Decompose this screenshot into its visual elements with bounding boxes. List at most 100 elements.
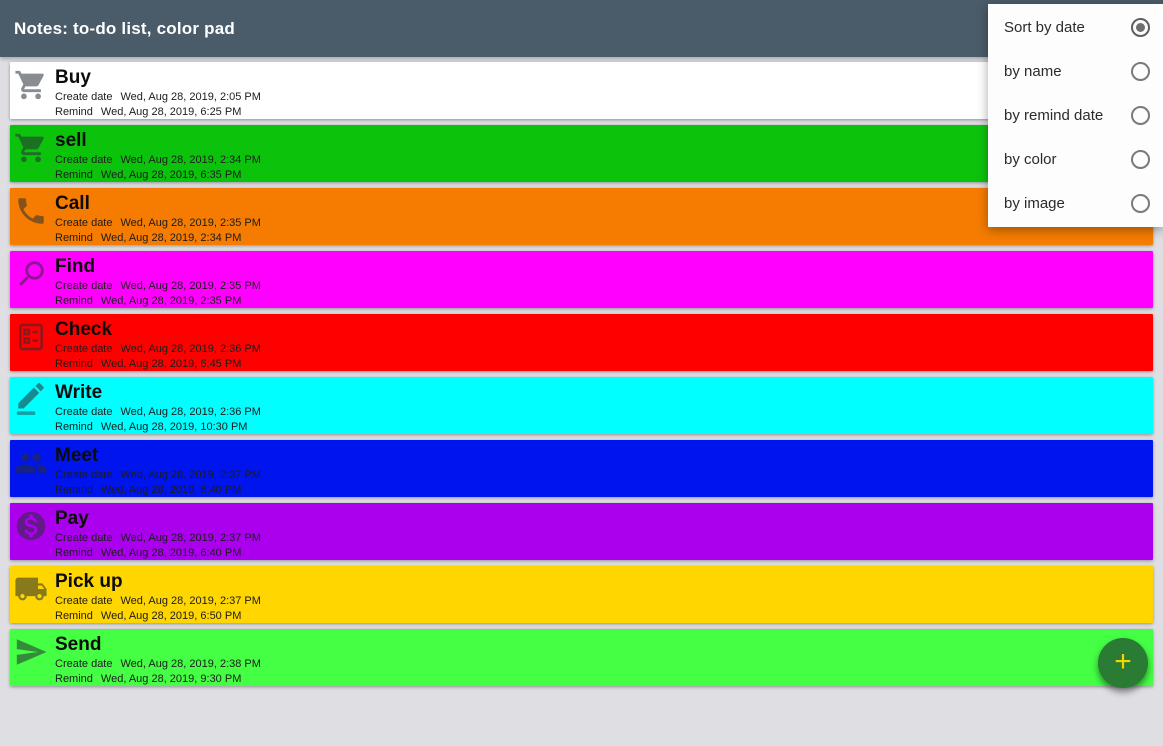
create-date-row: Create date Wed, Aug 28, 2019, 2:36 PM: [55, 406, 1153, 420]
note-card-write[interactable]: Write Create date Wed, Aug 28, 2019, 2:36…: [10, 377, 1153, 434]
menu-item-label: by name: [1004, 62, 1062, 80]
note-title: Check: [55, 319, 113, 340]
create-date-row: Create date Wed, Aug 28, 2019, 2:35 PM: [55, 217, 1153, 231]
create-date-value: Wed, Aug 28, 2019, 2:37 PM: [120, 595, 261, 607]
remind-value: Wed, Aug 28, 2019, 6:35 PM: [100, 168, 242, 181]
remind-label: Remind: [55, 357, 93, 370]
remind-value: Wed, Aug 28, 2019, 6:40 PM: [100, 546, 242, 559]
pencil-icon: [14, 383, 48, 419]
remind-value: Wed, Aug 28, 2019, 6:50 PM: [100, 609, 242, 622]
radio-by-name[interactable]: [1131, 61, 1150, 81]
create-date-label: Create date: [55, 469, 113, 481]
note-body: Send Create date Wed, Aug 28, 2019, 2:38 …: [55, 629, 1153, 686]
note-card-call[interactable]: Call Create date Wed, Aug 28, 2019, 2:35 …: [10, 188, 1153, 245]
create-date-value: Wed, Aug 28, 2019, 2:35 PM: [120, 280, 261, 292]
note-card-pickup[interactable]: Pick up Create date Wed, Aug 28, 2019, 2:…: [10, 566, 1153, 623]
note-card-sell[interactable]: sell Create date Wed, Aug 28, 2019, 2:34 …: [10, 125, 1153, 182]
menu-item-by-color[interactable]: by color: [988, 137, 1163, 181]
note-card-buy[interactable]: Buy Create date Wed, Aug 28, 2019, 2:05 P…: [10, 62, 1153, 119]
dollar-icon: [14, 509, 48, 545]
remind-value: Wed, Aug 28, 2019, 2:35 PM: [100, 294, 242, 307]
create-date-row: Create date Wed, Aug 28, 2019, 2:37 PM: [55, 532, 1153, 546]
create-date-value: Wed, Aug 28, 2019, 2:35 PM: [120, 217, 261, 229]
note-card-pay[interactable]: Pay Create date Wed, Aug 28, 2019, 2:37 P…: [10, 503, 1153, 560]
create-date-value: Wed, Aug 28, 2019, 2:05 PM: [120, 91, 261, 103]
remind-label: Remind: [55, 231, 93, 244]
create-date-label: Create date: [55, 154, 113, 166]
note-title: Meet: [55, 445, 99, 466]
menu-item-by-remind-date[interactable]: by remind date: [988, 93, 1163, 137]
note-card-send[interactable]: Send Create date Wed, Aug 28, 2019, 2:38 …: [10, 629, 1153, 686]
create-date-label: Create date: [55, 406, 113, 418]
add-note-fab[interactable]: +: [1098, 638, 1148, 688]
radio-sort-by-date[interactable]: [1131, 17, 1150, 37]
note-body: Buy Create date Wed, Aug 28, 2019, 2:05 P…: [55, 62, 1153, 119]
remind-value: Wed, Aug 28, 2019, 6:45 PM: [100, 357, 242, 370]
remind-row: Remind Wed, Aug 28, 2019, 6:40 PM: [55, 484, 1153, 498]
note-body: Check Create date Wed, Aug 28, 2019, 2:36…: [55, 314, 1153, 371]
create-date-row: Create date Wed, Aug 28, 2019, 2:35 PM: [55, 280, 1153, 294]
remind-row: Remind Wed, Aug 28, 2019, 10:30 PM: [55, 421, 1153, 435]
search-icon: [14, 257, 48, 293]
create-date-label: Create date: [55, 658, 113, 670]
remind-label: Remind: [55, 672, 93, 685]
truck-icon: [14, 572, 48, 608]
note-body: Call Create date Wed, Aug 28, 2019, 2:35 …: [55, 188, 1153, 245]
note-body: Pick up Create date Wed, Aug 28, 2019, 2:…: [55, 566, 1153, 623]
remind-row: Remind Wed, Aug 28, 2019, 6:25 PM: [55, 106, 1153, 120]
menu-item-by-image[interactable]: by image: [988, 181, 1163, 225]
note-title: Buy: [55, 67, 91, 88]
create-date-value: Wed, Aug 28, 2019, 2:38 PM: [120, 658, 261, 670]
remind-row: Remind Wed, Aug 28, 2019, 9:30 PM: [55, 673, 1153, 687]
page-title: Notes: to-do list, color pad: [14, 18, 235, 38]
menu-item-label: Sort by date: [1004, 18, 1085, 36]
remind-value: Wed, Aug 28, 2019, 2:34 PM: [100, 231, 242, 244]
remind-value: Wed, Aug 28, 2019, 9:30 PM: [100, 672, 242, 685]
remind-label: Remind: [55, 483, 93, 496]
shopping-cart-icon: [14, 131, 48, 167]
radio-dot: [1136, 22, 1145, 32]
create-date-value: Wed, Aug 28, 2019, 2:37 PM: [120, 532, 261, 544]
note-body: sell Create date Wed, Aug 28, 2019, 2:34 …: [55, 125, 1153, 182]
create-date-label: Create date: [55, 343, 113, 355]
radio-by-color[interactable]: [1131, 149, 1150, 169]
radio-by-remind-date[interactable]: [1131, 105, 1150, 125]
create-date-row: Create date Wed, Aug 28, 2019, 2:37 PM: [55, 469, 1153, 483]
note-title: Call: [55, 193, 90, 214]
remind-label: Remind: [55, 294, 93, 307]
checklist-icon: [14, 320, 48, 356]
radio-by-image[interactable]: [1131, 193, 1150, 213]
note-card-meet[interactable]: Meet Create date Wed, Aug 28, 2019, 2:37 …: [10, 440, 1153, 497]
create-date-value: Wed, Aug 28, 2019, 2:34 PM: [120, 154, 261, 166]
create-date-row: Create date Wed, Aug 28, 2019, 2:05 PM: [55, 91, 1153, 105]
create-date-row: Create date Wed, Aug 28, 2019, 2:36 PM: [55, 343, 1153, 357]
note-body: Find Create date Wed, Aug 28, 2019, 2:35 …: [55, 251, 1153, 308]
sort-menu: Sort by date by name by remind date by c…: [988, 4, 1163, 227]
menu-item-sort-by-date[interactable]: Sort by date: [988, 5, 1163, 49]
create-date-row: Create date Wed, Aug 28, 2019, 2:38 PM: [55, 658, 1153, 672]
create-date-value: Wed, Aug 28, 2019, 2:36 PM: [120, 406, 261, 418]
note-title: sell: [55, 130, 87, 151]
menu-item-label: by remind date: [1004, 106, 1104, 124]
note-card-check[interactable]: Check Create date Wed, Aug 28, 2019, 2:36…: [10, 314, 1153, 371]
create-date-label: Create date: [55, 595, 113, 607]
create-date-row: Create date Wed, Aug 28, 2019, 2:37 PM: [55, 595, 1153, 609]
group-icon: [14, 446, 48, 482]
remind-label: Remind: [55, 105, 93, 118]
app-bar: Notes: to-do list, color pad: [0, 0, 1163, 57]
remind-value: Wed, Aug 28, 2019, 6:40 PM: [100, 483, 242, 496]
note-title: Pay: [55, 508, 89, 529]
remind-row: Remind Wed, Aug 28, 2019, 2:34 PM: [55, 232, 1153, 246]
notes-list: Buy Create date Wed, Aug 28, 2019, 2:05 P…: [10, 62, 1153, 686]
menu-item-by-name[interactable]: by name: [988, 49, 1163, 93]
create-date-label: Create date: [55, 280, 113, 292]
menu-item-label: by color: [1004, 150, 1057, 168]
note-body: Pay Create date Wed, Aug 28, 2019, 2:37 P…: [55, 503, 1153, 560]
create-date-value: Wed, Aug 28, 2019, 2:36 PM: [120, 343, 261, 355]
plus-icon: +: [1114, 645, 1132, 678]
note-title: Send: [55, 634, 102, 655]
remind-label: Remind: [55, 168, 93, 181]
remind-row: Remind Wed, Aug 28, 2019, 6:35 PM: [55, 169, 1153, 183]
note-title: Write: [55, 382, 103, 403]
note-card-find[interactable]: Find Create date Wed, Aug 28, 2019, 2:35 …: [10, 251, 1153, 308]
